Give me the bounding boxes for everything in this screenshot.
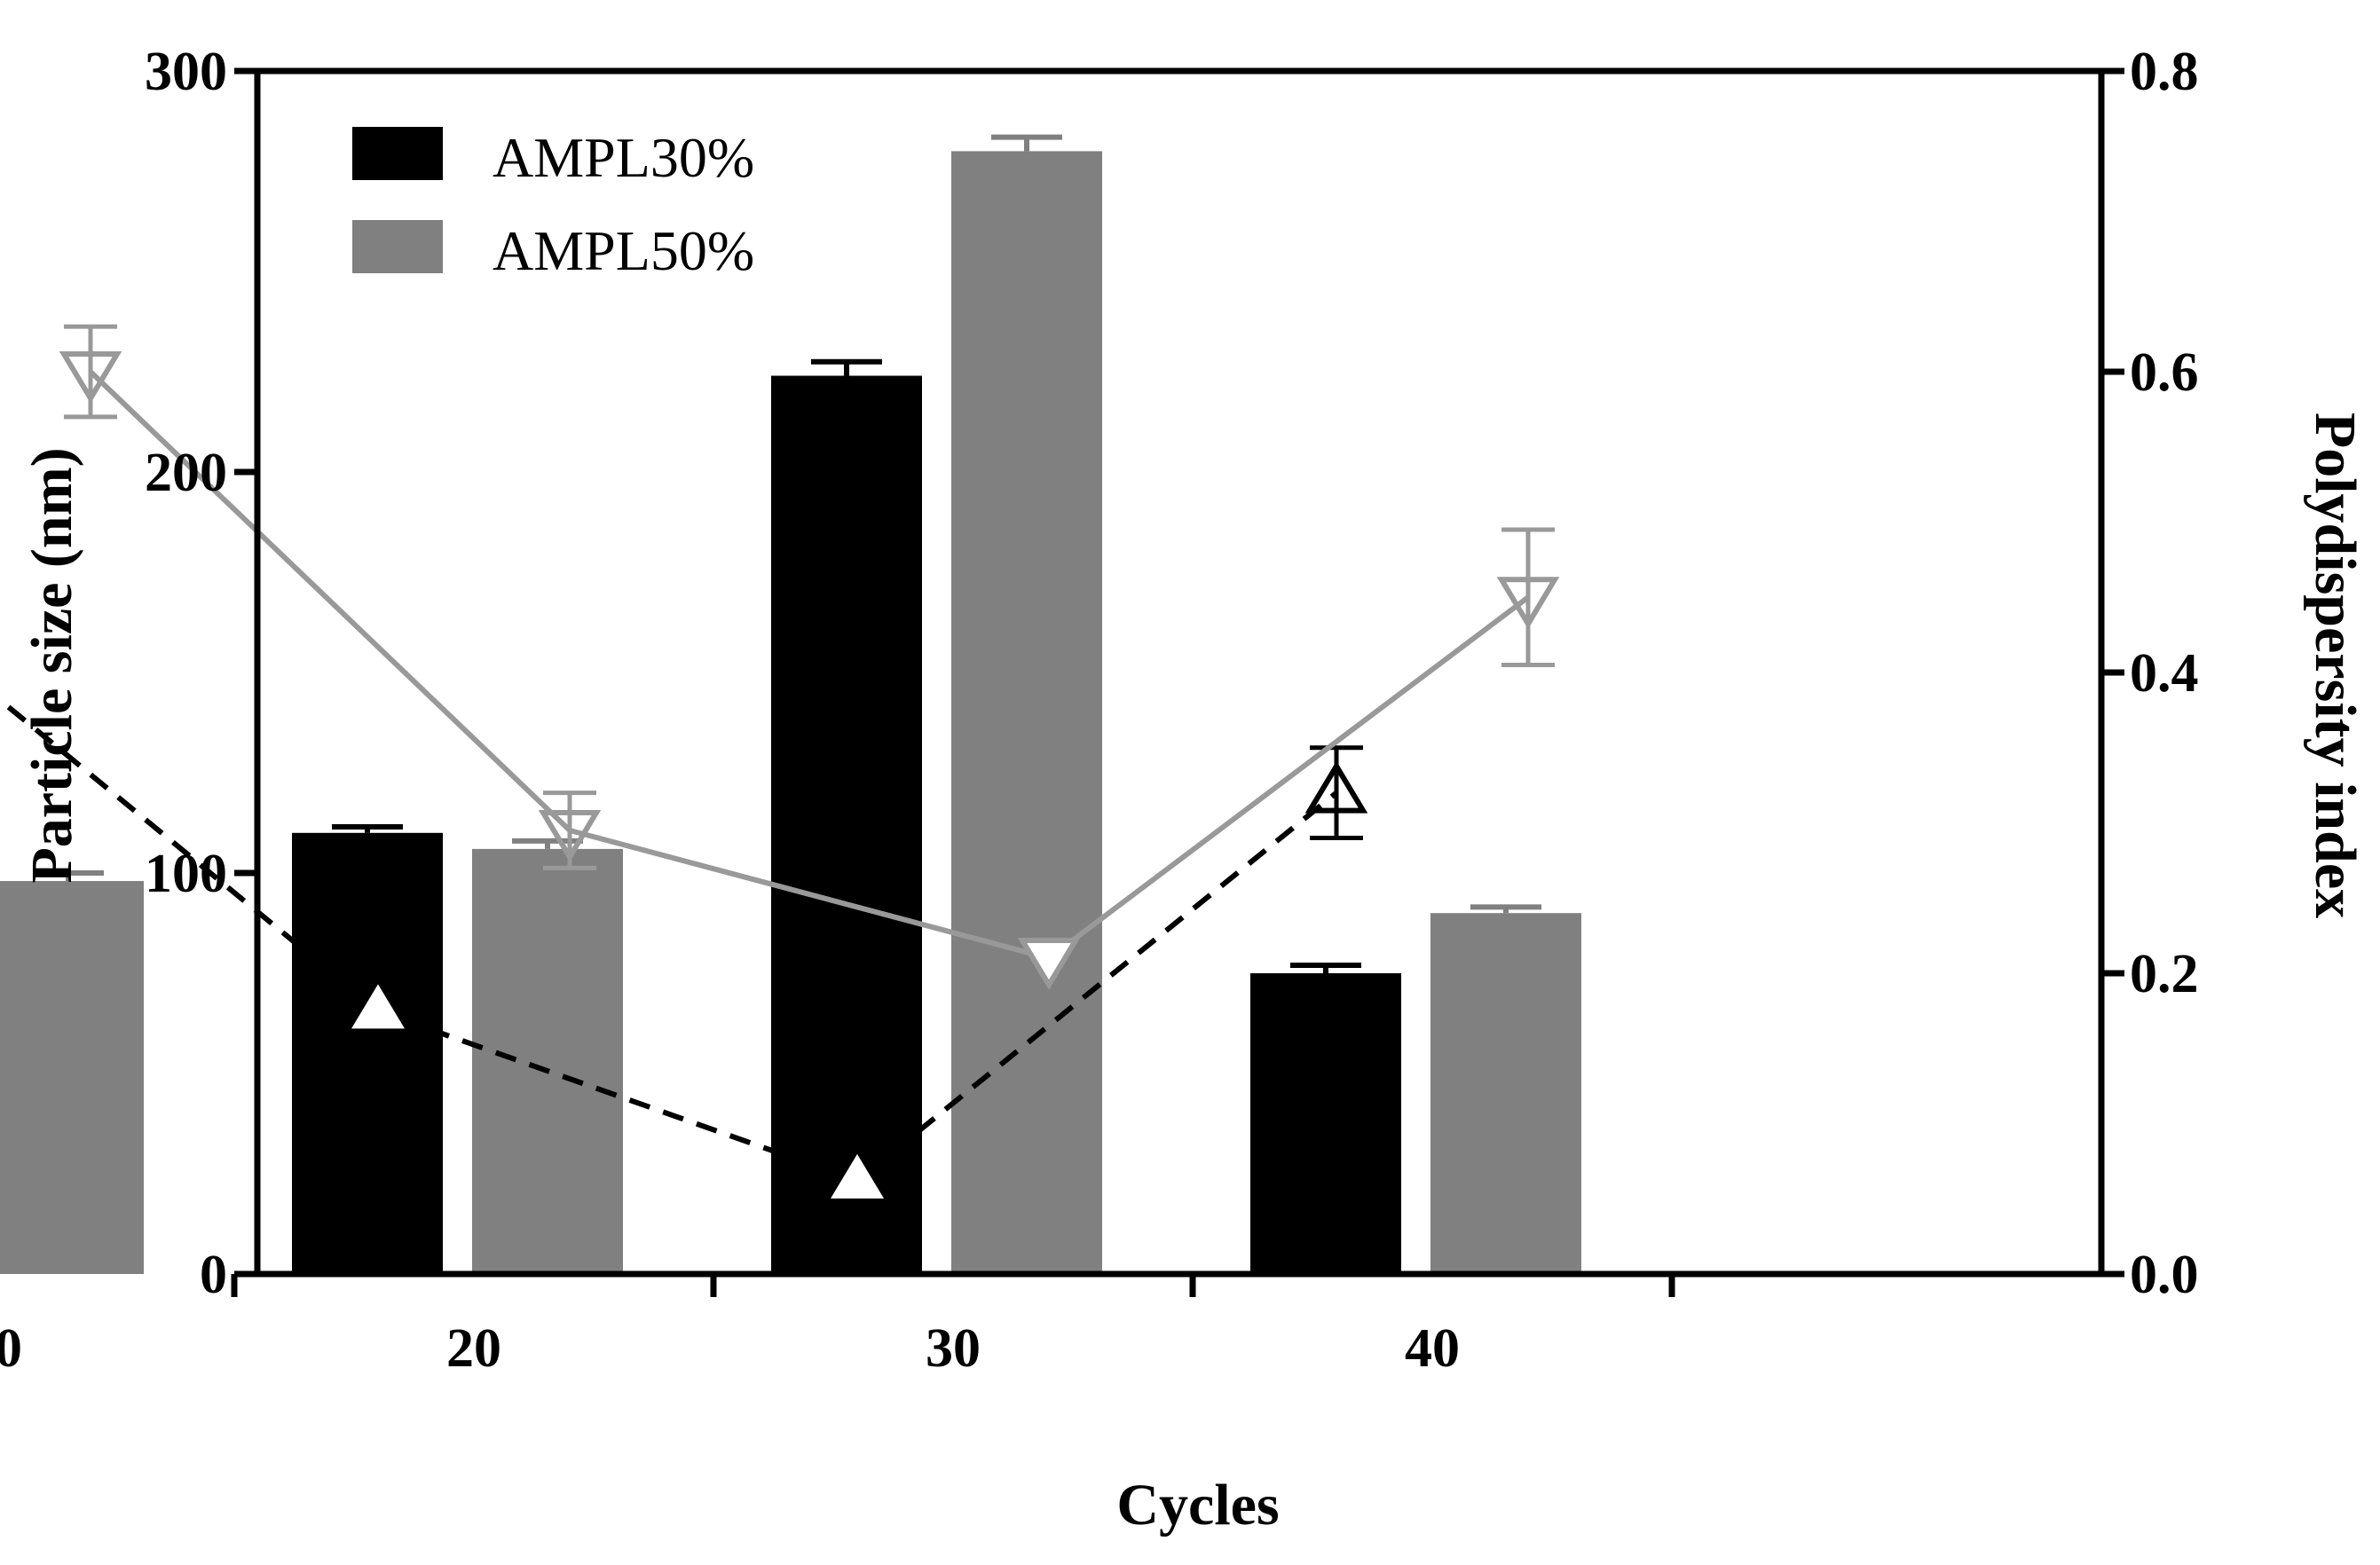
y2-axis-title: Polydispersity index — [2303, 413, 2368, 918]
x-tick-label: 10 — [0, 1318, 22, 1379]
pdi-marker-1-3 — [1496, 577, 1560, 630]
y-tick-label: 0 — [200, 1245, 227, 1305]
pdi-marker-0-2 — [831, 1153, 884, 1199]
pdi-line-1 — [88, 369, 1530, 962]
pdi-line-0 — [0, 696, 1338, 1184]
bar-AMPL50-20 — [472, 848, 623, 1274]
bar-AMPL50-40 — [1430, 913, 1581, 1274]
x-tick-label: 40 — [1405, 1318, 1460, 1379]
pdi-marker-1-1 — [538, 809, 602, 862]
legend-label-ampl30: AMPL30% — [493, 126, 754, 189]
y-tick-label: 100 — [145, 844, 227, 904]
legend: AMPL30% AMPL50% — [352, 126, 754, 282]
pdi-marker-0-1 — [351, 984, 405, 1029]
y2-tick-label: 0.0 — [2130, 1245, 2199, 1305]
pdi-layer — [0, 324, 1560, 1199]
pdi-marker-1-2 — [1017, 938, 1081, 990]
pdi-marker-0-3 — [1304, 760, 1368, 814]
y2-tick-label: 0.2 — [2130, 944, 2199, 1004]
bar-AMPL50-10 — [0, 881, 144, 1274]
y-axis-title: Particle size (nm) — [20, 447, 84, 883]
y2-tick-label: 0.8 — [2130, 42, 2199, 102]
axes-layer: 0 100 200 300 0.0 0.2 0.4 0.6 0.8 10 20 30 40 — [0, 42, 2199, 1379]
x-tick-label: 20 — [446, 1318, 501, 1379]
x-tick-label: 30 — [926, 1318, 981, 1379]
legend-swatch-ampl30 — [352, 127, 443, 180]
bars-layer — [0, 134, 1581, 1274]
legend-swatch-ampl50 — [352, 220, 443, 273]
bar-AMPL50-30 — [951, 151, 1102, 1274]
y-tick-label: 300 — [145, 42, 227, 102]
bar-AMPL30-30 — [771, 375, 922, 1274]
y2-tick-label: 0.4 — [2130, 643, 2199, 704]
bar-AMPL30-20 — [292, 832, 443, 1274]
y2-tick-label: 0.6 — [2130, 342, 2199, 403]
bar-AMPL30-40 — [1250, 973, 1401, 1274]
x-axis-title: Cycles — [1116, 1473, 1279, 1537]
pdi-marker-1-0 — [59, 351, 122, 404]
y-tick-label: 200 — [145, 443, 227, 503]
legend-label-ampl50: AMPL50% — [493, 219, 754, 282]
